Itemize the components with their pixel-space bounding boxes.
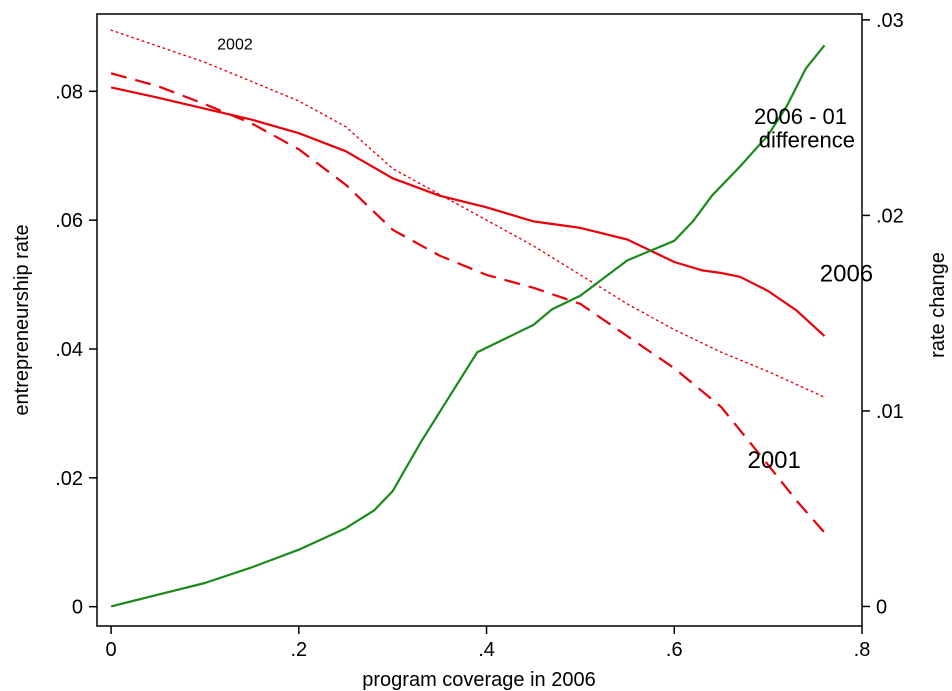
series-group — [110, 29, 826, 608]
x-axis-title: program coverage in 2006 — [362, 669, 595, 691]
x-tick-label-4: .8 — [854, 639, 871, 661]
y-axis-right-title: rate change — [927, 252, 949, 358]
annotation-label-2002: 2002 — [217, 36, 253, 53]
series-line-2002 — [110, 29, 826, 398]
plot-frame — [96, 13, 863, 627]
x-tick-label-0: 0 — [106, 639, 117, 661]
series-line-diff — [110, 44, 826, 608]
y-axis-right: 0 .01 .02 .03 — [862, 10, 904, 618]
y-left-tick-label-1: .02 — [55, 468, 83, 490]
annotation-label-diff-2: difference — [759, 127, 855, 152]
y-right-tick-label-1: .01 — [876, 401, 904, 423]
x-tick-label-3: .6 — [666, 639, 683, 661]
y-left-tick-label-0: 0 — [72, 597, 83, 619]
series-line-2001 — [110, 72, 826, 534]
annotation-label-2006: 2006 — [820, 260, 873, 287]
x-tick-label-2: .4 — [478, 639, 495, 661]
y-axis-left: 0 .02 .04 .06 .08 — [55, 81, 97, 619]
y-axis-left-title: entrepreneurship rate — [11, 224, 33, 415]
y-right-tick-label-3: .03 — [876, 10, 904, 32]
y-left-tick-label-4: .08 — [55, 81, 83, 103]
y-left-tick-label-3: .06 — [55, 210, 83, 232]
annotation-label-diff-1: 2006 - 01 — [754, 104, 847, 129]
y-right-tick-label-0: 0 — [876, 596, 887, 618]
x-axis: 0 .2 .4 .6 .8 — [106, 626, 871, 661]
x-tick-label-1: .2 — [290, 639, 307, 661]
y-right-tick-label-2: .02 — [876, 205, 904, 227]
y-left-tick-label-2: .04 — [55, 339, 83, 361]
series-line-2006 — [110, 86, 826, 337]
annotation-label-2001: 2001 — [747, 447, 800, 474]
